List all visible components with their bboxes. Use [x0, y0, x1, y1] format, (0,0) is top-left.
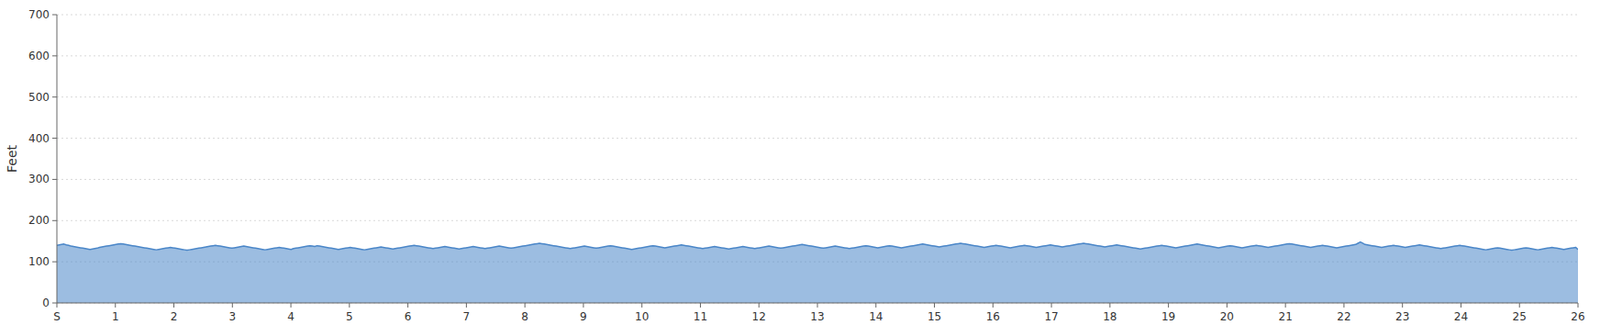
tick-label: 500	[28, 90, 50, 104]
tick-mark	[52, 261, 57, 263]
line	[56, 242, 1578, 251]
tick-label: 6	[404, 310, 412, 323]
plot-area	[56, 242, 1578, 303]
tick-label: 17	[1044, 310, 1058, 323]
tick-mark	[1401, 302, 1403, 308]
tick-mark	[1577, 302, 1579, 308]
tick-mark	[52, 55, 57, 56]
tick-label: 26	[1570, 310, 1585, 323]
tick-mark	[52, 178, 57, 180]
x-axis-line	[56, 302, 1578, 304]
tick-label: S	[53, 310, 61, 323]
tick-mark	[1285, 302, 1287, 308]
tick-mark	[1226, 302, 1228, 308]
tick-label: 23	[1395, 310, 1410, 323]
tick-mark	[758, 302, 760, 308]
tick-label: 1	[111, 310, 120, 323]
tick-mark	[817, 302, 819, 308]
tick-mark	[52, 14, 57, 16]
plot-background	[56, 14, 1578, 303]
tick-mark	[52, 137, 57, 139]
tick-mark	[290, 302, 292, 308]
tick-mark	[56, 302, 58, 308]
tick-label: 19	[1161, 310, 1176, 323]
tick-mark	[466, 302, 467, 308]
tick-mark	[992, 302, 994, 308]
tick-mark	[1519, 302, 1521, 308]
tick-label: 8	[521, 310, 529, 323]
tick-mark	[700, 302, 701, 308]
tick-mark	[641, 302, 643, 308]
chart-container: 0100200300400500600700S12345678910111213…	[0, 0, 1600, 336]
tick-label: 0	[42, 296, 50, 310]
tick-mark	[524, 302, 526, 308]
tick-label: 10	[634, 310, 649, 323]
tick-label: 200	[28, 213, 50, 227]
grid-line	[56, 137, 1578, 139]
tick-mark	[348, 302, 350, 308]
tick-label: 7	[463, 310, 471, 323]
tick-label: 21	[1278, 310, 1293, 323]
grid-line	[56, 55, 1578, 56]
tick-label: 25	[1512, 310, 1527, 323]
tick-label: 20	[1220, 310, 1234, 323]
tick-mark	[52, 96, 57, 98]
chart: 0100200300400500600700S12345678910111213…	[0, 0, 1600, 336]
grid-line	[56, 302, 1578, 304]
tick-mark	[933, 302, 935, 308]
tick-mark	[407, 302, 409, 308]
tick-label: 24	[1454, 310, 1468, 323]
tick-label: 4	[287, 310, 295, 323]
tick-label: 9	[579, 310, 588, 323]
tick-mark	[52, 302, 57, 304]
tick-label: 11	[693, 310, 708, 323]
tick-mark	[1109, 302, 1111, 308]
tick-mark	[875, 302, 877, 308]
tick-label: 15	[927, 310, 942, 323]
tick-mark	[232, 302, 234, 308]
tick-mark	[52, 220, 57, 222]
tick-mark	[582, 302, 584, 308]
tick-mark	[114, 302, 116, 308]
tick-label: 16	[986, 310, 1000, 323]
y-axis-label: Feet	[4, 144, 20, 173]
tick-label: 5	[345, 310, 354, 323]
y-axis-line	[56, 14, 58, 303]
grid-line	[56, 178, 1578, 180]
tick-label: 3	[228, 310, 236, 323]
tick-label: 22	[1336, 310, 1351, 323]
tick-label: 300	[28, 172, 50, 186]
grid-line	[56, 220, 1578, 222]
tick-label: 2	[170, 310, 178, 323]
tick-label: 400	[28, 132, 50, 145]
tick-label: 100	[28, 255, 50, 268]
axes: 0100200300400500600700S12345678910111213…	[28, 8, 1586, 323]
area	[56, 242, 1578, 303]
tick-label: 12	[752, 310, 767, 323]
tick-label: 18	[1102, 310, 1117, 323]
tick-mark	[1460, 302, 1462, 308]
tick-mark	[1343, 302, 1345, 308]
y-grid	[56, 14, 1578, 303]
tick-label: 700	[28, 8, 50, 22]
grid-line	[56, 96, 1578, 98]
tick-label: 14	[868, 310, 883, 323]
tick-label: 13	[810, 310, 824, 323]
tick-label: 600	[28, 49, 50, 63]
tick-mark	[1167, 302, 1169, 308]
tick-mark	[173, 302, 175, 308]
grid-line	[56, 14, 1578, 16]
tick-mark	[1051, 302, 1053, 308]
